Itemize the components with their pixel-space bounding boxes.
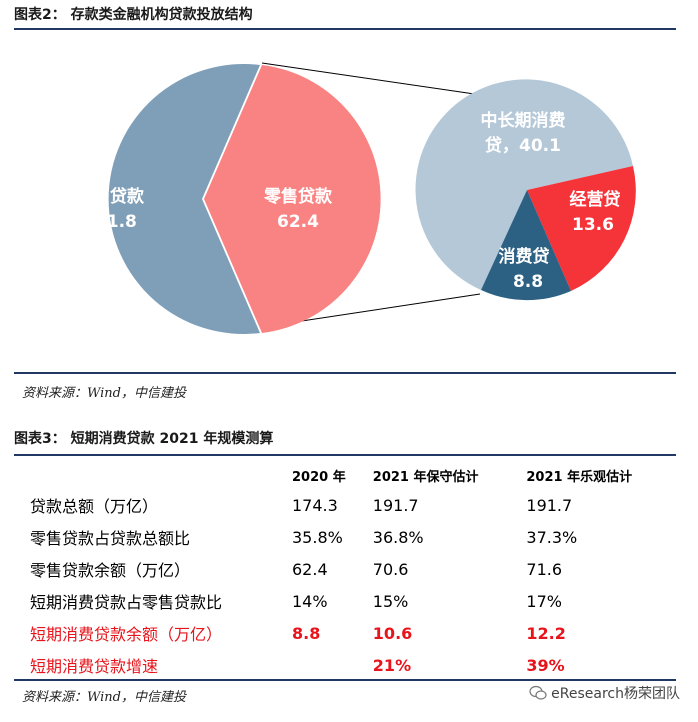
slice-retail-loans bbox=[204, 65, 381, 333]
table-row: 零售贷款余额（万亿） 62.4 70.6 71.6 bbox=[28, 553, 676, 585]
figure3-top-rule bbox=[14, 454, 676, 456]
row-value bbox=[288, 649, 369, 681]
table-row: 短期消费贷款占零售贷款比 14% 15% 17% bbox=[28, 585, 676, 617]
watermark: eResearch杨荣团队 bbox=[529, 683, 680, 703]
row-value: 37.3% bbox=[526, 527, 578, 547]
row-value: 174.3 bbox=[292, 495, 338, 515]
wechat-icon bbox=[529, 685, 547, 700]
estimate-table: 2020 年 2021 年保守估计 2021 年乐观估计 贷款总额（万亿） 174… bbox=[28, 461, 676, 681]
watermark-text: eResearch杨荣团队 bbox=[551, 686, 680, 702]
table-row: 短期消费贷款余额（万亿） 8.8 10.6 12.2 bbox=[28, 617, 676, 649]
row-value: 12.2 bbox=[526, 623, 566, 643]
row-value: 191.7 bbox=[372, 495, 419, 515]
header-cell bbox=[28, 461, 288, 489]
figure2-top-rule bbox=[14, 28, 676, 30]
figure3-title: 图表3： 短期消费贷款 2021 年规模测算 bbox=[14, 431, 274, 447]
figure2-title: 图表2： 存款类金融机构贷款投放结构 bbox=[14, 7, 253, 23]
slice-consumer-loans bbox=[481, 190, 571, 301]
table-header-row: 2020 年 2021 年保守估计 2021 年乐观估计 bbox=[28, 461, 676, 489]
row-value: 191.7 bbox=[526, 495, 573, 515]
label-biz-value: 13.6 bbox=[572, 215, 614, 235]
label-midlong-line2: 贷，40.1 bbox=[485, 135, 561, 156]
row-label: 零售贷款余额（万亿） bbox=[30, 561, 191, 580]
slice-corporate-loans bbox=[108, 64, 261, 334]
row-value: 8.8 bbox=[292, 623, 321, 643]
row-value: 62.4 bbox=[292, 559, 328, 579]
row-label: 短期消费贷款占零售贷款比 bbox=[30, 593, 223, 612]
row-label: 短期消费贷款增速 bbox=[30, 657, 159, 676]
slice-mid-long-consumer bbox=[415, 79, 633, 290]
row-value: 14% bbox=[292, 591, 328, 611]
label-biz-name: 经营贷 bbox=[570, 189, 621, 210]
label-corp-name: 公司贷款 bbox=[76, 186, 145, 207]
table-row: 零售贷款占贷款总额比 35.8% 36.8% 37.3% bbox=[28, 521, 676, 553]
row-value: 39% bbox=[526, 655, 565, 675]
label-midlong-line1: 中长期消费 bbox=[481, 110, 566, 131]
row-label: 贷款总额（万亿） bbox=[30, 497, 159, 516]
figure2-bottom-rule bbox=[14, 372, 676, 374]
label-retail-value: 62.4 bbox=[277, 212, 319, 232]
figure3-source: 资料来源：Wind，中信建投 bbox=[22, 690, 186, 705]
label-cons-name: 消费贷 bbox=[499, 246, 550, 267]
header-cell: 2021 年保守估计 bbox=[372, 469, 479, 485]
row-value: 71.6 bbox=[526, 559, 563, 579]
row-value: 15% bbox=[372, 591, 409, 611]
row-value: 21% bbox=[372, 655, 412, 675]
label-cons-value: 8.8 bbox=[513, 272, 543, 292]
table-row: 短期消费贷款增速 21% 39% bbox=[28, 649, 676, 681]
header-cell: 2020 年 bbox=[292, 469, 346, 485]
row-label: 零售贷款占贷款总额比 bbox=[30, 529, 191, 548]
figure3-bottom-rule bbox=[14, 679, 676, 681]
figure2-source: 资料来源：Wind，中信建投 bbox=[22, 386, 186, 401]
table-row: 贷款总额（万亿） 174.3 191.7 191.7 bbox=[28, 489, 676, 521]
row-value: 70.6 bbox=[372, 559, 409, 579]
row-value: 36.8% bbox=[372, 527, 424, 547]
header-cell: 2021 年乐观估计 bbox=[526, 469, 633, 485]
label-retail-name: 零售贷款 bbox=[263, 186, 333, 207]
connector-line-top bbox=[261, 62, 496, 98]
row-value: 17% bbox=[526, 591, 562, 611]
slice-business-loans bbox=[527, 166, 636, 291]
row-value: 35.8% bbox=[292, 527, 343, 547]
label-corp-value: 111.8 bbox=[83, 212, 137, 232]
pie-chart: 公司贷款 111.8 零售贷款 62.4 中长期消费 贷，40.1 经营贷 13… bbox=[76, 62, 636, 334]
row-value: 10.6 bbox=[372, 623, 413, 643]
row-label: 短期消费贷款余额（万亿） bbox=[30, 625, 223, 644]
